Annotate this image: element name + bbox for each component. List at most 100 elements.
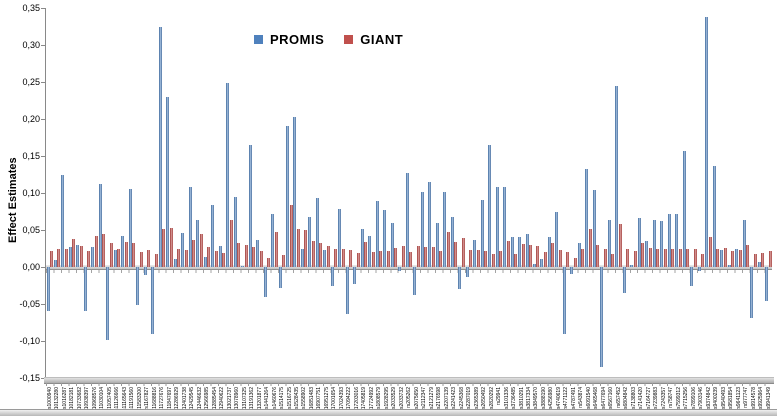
x-tick-label: rs2365389 [473, 387, 480, 411]
giant-bar [132, 242, 136, 267]
giant-bar [663, 248, 667, 267]
giant-bar [611, 253, 615, 267]
x-tick-label: rs1514175 [279, 387, 286, 411]
x-axis-floor-ticks [46, 383, 772, 386]
promis-bar [68, 247, 72, 267]
y-tick-label: 0,05 [22, 225, 40, 235]
giant-bar [701, 253, 705, 267]
promis-bar [420, 192, 424, 267]
promis-bar [518, 236, 522, 267]
giant-bar [439, 250, 443, 267]
giant-bar [334, 249, 338, 267]
x-tick-label: rs3817334 [526, 387, 532, 411]
giant-bar [529, 244, 532, 267]
x-tick-label: rs977747 [743, 387, 750, 408]
y-tick-label: -0,10 [19, 336, 40, 346]
giant-bar [723, 247, 727, 267]
y-tick-mark [41, 266, 46, 268]
giant-bar [603, 248, 607, 267]
promis-bar [757, 261, 761, 267]
giant-bar [311, 241, 315, 267]
promis-bar [667, 213, 671, 267]
y-tick-label: 0,00 [22, 262, 40, 272]
promis-bar [503, 187, 507, 267]
x-tick-label: rs9374842 [705, 387, 712, 411]
y-tick-label: 0,30 [22, 40, 40, 50]
x-tick-label: rs7715256 [683, 387, 690, 411]
promis-bar [697, 267, 701, 272]
giant-bar [446, 232, 450, 267]
promis-bar [278, 267, 282, 288]
zero-baseline-ticks [46, 270, 772, 273]
promis-bar [547, 236, 551, 267]
x-tick-label: rs2121279 [428, 387, 435, 411]
giant-bar [731, 251, 735, 267]
x-tick-label: rs2207139 [443, 387, 450, 411]
promis-bar [720, 249, 724, 267]
giant-bar [551, 243, 555, 267]
x-tick-label: rs2033732 [398, 387, 405, 411]
promis-bar [53, 259, 57, 267]
x-tick-label: rs9914578 [750, 387, 757, 411]
giant-legend-swatch [344, 34, 354, 44]
promis-bar [323, 249, 327, 267]
promis-bar [83, 267, 87, 312]
x-tick-label: rs205262 [406, 387, 413, 408]
promis-bar [450, 216, 454, 267]
giant-legend-label: GIANT [360, 31, 404, 47]
promis-bar [158, 26, 162, 267]
promis-bar [151, 267, 155, 334]
giant-bar [252, 247, 256, 267]
giant-bar [229, 220, 233, 267]
x-tick-label: rs1000940 [47, 387, 53, 411]
giant-bar [761, 252, 765, 267]
giant-bar [768, 250, 772, 267]
promis-bar [308, 217, 312, 267]
promis-bar [196, 219, 200, 267]
x-tick-label: rs2176598 [436, 387, 443, 411]
promis-bar [398, 267, 402, 272]
promis-bar [203, 257, 207, 267]
giant-bar [506, 241, 510, 267]
bottom-border-band [0, 409, 777, 416]
x-tick-label: rs1441264 [264, 387, 271, 411]
promis-bar [727, 264, 731, 267]
giant-bar [87, 251, 91, 267]
giant-bar [296, 229, 300, 267]
x-tick-label: rs9925964 [758, 387, 765, 411]
promis-bar [682, 150, 686, 267]
x-tick-label: rs543874 [578, 387, 585, 408]
giant-bar [267, 258, 271, 267]
promis-bar [338, 209, 342, 267]
giant-bar [371, 252, 375, 267]
x-tick-label: rs3849570 [533, 387, 540, 411]
x-tick-label: rs1167827 [144, 387, 151, 411]
promis-bar [765, 267, 769, 302]
promis-bar [675, 213, 679, 267]
promis-bar [286, 125, 289, 267]
x-tick-label: rs4787491 [570, 387, 577, 411]
giant-bar [641, 242, 645, 267]
giant-bar [169, 227, 173, 267]
promis-bar [353, 267, 357, 285]
giant-bar [678, 249, 682, 267]
giant-bar [109, 243, 113, 267]
x-tick-label: rs3736485 [511, 387, 518, 411]
giant-bar [79, 245, 83, 267]
promis-bar [405, 173, 409, 267]
giant-bar [184, 249, 188, 267]
giant-bar [50, 251, 53, 267]
giant-bar [499, 251, 503, 267]
x-tick-label: rs657452 [615, 387, 622, 408]
giant-bar [72, 238, 76, 267]
y-axis-line [45, 8, 46, 382]
y-tick-label: -0,05 [19, 299, 40, 309]
promis-bar [368, 235, 372, 267]
x-tick-label: rs6091540 [585, 387, 592, 411]
promis-bar [98, 184, 102, 267]
giant-bar [514, 253, 518, 267]
promis-bar [166, 96, 170, 267]
promis-bar [241, 265, 245, 267]
giant-bar [461, 238, 465, 267]
y-tick-mark [41, 377, 46, 379]
